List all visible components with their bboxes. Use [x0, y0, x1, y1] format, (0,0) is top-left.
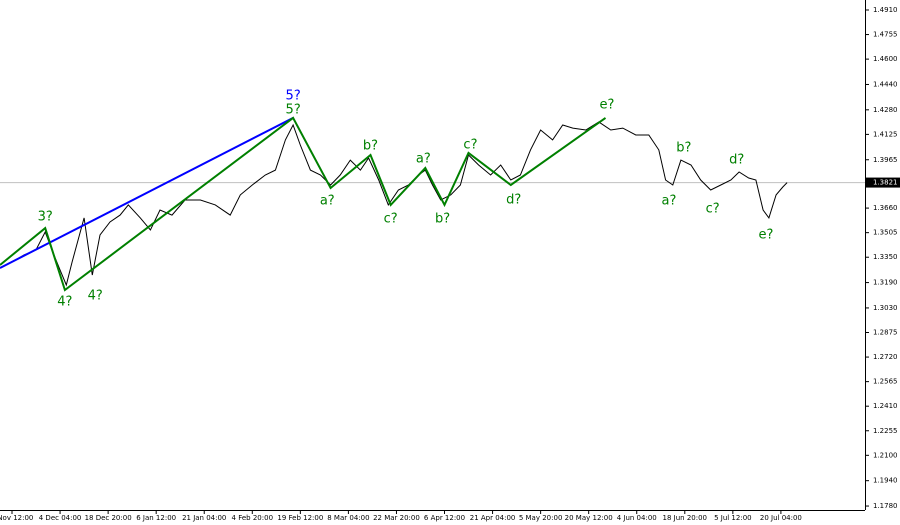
x-tick-label: 22 Mar 20:00: [373, 514, 420, 522]
wave-label: 5?: [286, 89, 301, 104]
x-tick-label: 6 Jan 12:00: [136, 514, 176, 522]
y-tick-label: 1.3030: [873, 304, 898, 312]
y-tick-label: 1.2410: [873, 402, 898, 410]
y-tick-label: 1.2255: [873, 427, 898, 435]
x-tick-label: 4 Jun 04:00: [617, 514, 657, 522]
wave-label: d?: [729, 153, 744, 168]
wave-label: 3?: [38, 210, 53, 225]
y-tick-label: 1.3350: [873, 253, 898, 261]
wave-label: a?: [320, 193, 335, 208]
y-tick-label: 1.4600: [873, 55, 898, 63]
wave-label: d?: [506, 193, 521, 208]
last-price-box: [866, 177, 900, 188]
x-tick-label: 7 Nov 12:00: [0, 514, 33, 522]
wave-label: e?: [599, 97, 614, 112]
x-tick-label: 4 Feb 20:00: [232, 514, 273, 522]
y-tick-label: 1.2875: [873, 328, 898, 336]
y-tick-label: 1.3660: [873, 204, 898, 212]
x-tick-label: 20 May 12:00: [565, 514, 613, 522]
wave-label: a?: [416, 151, 431, 166]
wave-label: c?: [706, 202, 720, 217]
wave-label: b?: [676, 141, 691, 156]
y-tick-label: 1.4755: [873, 31, 898, 39]
x-tick-label: 18 Jun 20:00: [663, 514, 707, 522]
x-tick-label: 8 Mar 04:00: [327, 514, 369, 522]
wave-label: b?: [435, 212, 450, 227]
y-tick-label: 1.1940: [873, 477, 898, 485]
wave-label: e?: [759, 228, 774, 243]
y-tick-label: 1.4125: [873, 130, 898, 138]
x-tick-label: 4 Dec 04:00: [39, 514, 82, 522]
wave-label: 4?: [57, 295, 72, 310]
x-tick-label: 21 Apr 04:00: [470, 514, 516, 522]
y-tick-label: 1.4280: [873, 106, 898, 114]
wave-line: [0, 116, 607, 292]
last-price-label: 1.3821: [873, 179, 898, 187]
y-tick-label: 1.3965: [873, 156, 898, 164]
y-tick-label: 1.2720: [873, 353, 898, 361]
x-tick-label: 19 Feb 12:00: [277, 514, 323, 522]
wave-label: c?: [463, 138, 477, 153]
wave-label: b?: [363, 138, 378, 153]
y-tick-label: 1.2565: [873, 378, 898, 386]
y-tick-label: 1.3190: [873, 279, 898, 287]
x-tick-label: 20 Jul 04:00: [760, 514, 802, 522]
x-tick-label: 6 Apr 12:00: [424, 514, 465, 522]
y-tick-label: 1.2100: [873, 451, 898, 459]
x-tick-label: 18 Dec 20:00: [85, 514, 132, 522]
x-tick-label: 21 Jan 04:00: [182, 514, 226, 522]
wave-label: 4?: [88, 289, 103, 304]
y-tick-label: 1.1780: [873, 502, 898, 510]
wave-label: c?: [384, 212, 398, 227]
x-tick-label: 5 May 20:00: [519, 514, 563, 522]
y-tick-label: 1.4910: [873, 6, 898, 14]
y-tick-label: 1.4440: [873, 80, 898, 88]
wave-label: 5?: [286, 102, 301, 117]
wave-line: [0, 117, 294, 269]
y-tick-label: 1.3505: [873, 229, 898, 237]
wave-label: a?: [661, 193, 676, 208]
x-tick-label: 5 Jul 12:00: [714, 514, 752, 522]
